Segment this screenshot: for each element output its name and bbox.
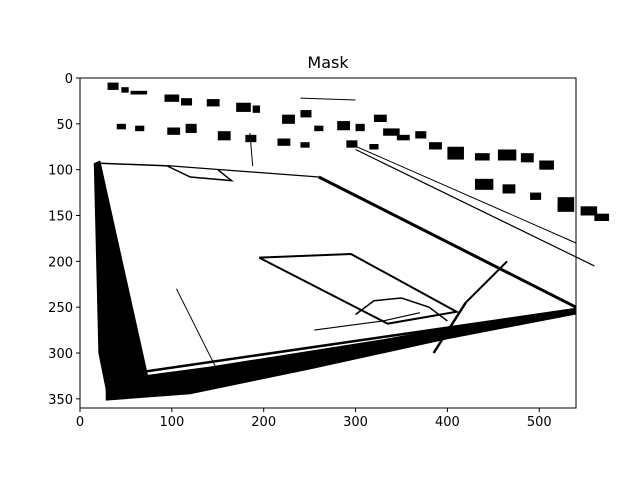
y-tick-label: 50 [56, 118, 73, 133]
mask-block-background [474, 153, 490, 161]
mask-line-court-right [318, 175, 577, 309]
mask-block-background [539, 160, 554, 170]
mask-block-background [355, 123, 365, 132]
x-tick-label: 0 [76, 415, 84, 430]
mask-line-key [258, 252, 460, 325]
chart-title: Mask [307, 53, 349, 72]
axes-frame [79, 77, 577, 409]
mask-block-background [346, 140, 358, 148]
mask-block-background [447, 146, 464, 160]
mask-line-top-box [166, 165, 234, 182]
mask-line-fence [346, 141, 577, 244]
mask-block-background [415, 131, 427, 139]
mask-line-pole [465, 260, 508, 304]
x-tick-label: 300 [343, 415, 368, 430]
mask-block-background [245, 134, 257, 143]
mask-block-background [236, 102, 251, 112]
mask-block-background [474, 178, 494, 190]
y-tick-label: 100 [48, 164, 73, 179]
mask-block-background [206, 99, 220, 107]
mask-block-background [107, 82, 119, 90]
mask-block-background [383, 128, 400, 136]
mask-block-background [594, 213, 610, 221]
mask-block-background [217, 131, 231, 141]
mask-block-background [337, 121, 351, 131]
mask-line-court-left [99, 164, 148, 372]
mask-line-pole [432, 301, 467, 354]
mask-block-background [520, 153, 534, 163]
mask-block-background [497, 149, 517, 161]
mask-block-background [181, 98, 193, 106]
mask-block-background [557, 201, 571, 211]
mask-block-background [185, 123, 197, 133]
x-tick-label: 500 [527, 415, 552, 430]
mask-block-background [121, 87, 129, 93]
mask-block-background [282, 114, 295, 124]
mask-block-background [277, 138, 291, 146]
y-tick-label: 0 [65, 72, 73, 87]
mask-line-court-top [171, 165, 319, 178]
x-tick-label: 200 [251, 415, 276, 430]
mask-block-background [396, 134, 410, 141]
mask-line-court-bottom [145, 307, 577, 373]
mask-block-background [580, 206, 598, 216]
mask-region-bottom-band [105, 309, 577, 401]
x-tick-label: 400 [435, 415, 460, 430]
mask-line-shadow [175, 288, 219, 372]
y-tick-label: 300 [48, 347, 73, 362]
mask-block-background [135, 125, 145, 132]
mask-line-fence [300, 97, 356, 101]
mask-block-background [373, 114, 387, 122]
mask-block-background [252, 105, 261, 113]
mask-block-background [130, 90, 148, 95]
mask-block-background [167, 127, 181, 135]
y-tick-label: 350 [48, 393, 73, 408]
mask-block-background [530, 192, 542, 200]
mask-block-background [300, 142, 310, 148]
x-tick-label: 100 [159, 415, 184, 430]
mask-block-background [164, 94, 180, 102]
mask-block-background [369, 144, 379, 150]
mask-line-arc [355, 297, 448, 322]
mask-block-background [314, 125, 324, 132]
mask-block-background [502, 184, 516, 194]
plot-area [93, 82, 610, 401]
mask-line-arc [314, 312, 420, 331]
y-tick-label: 200 [48, 255, 73, 270]
mask-line-court-top [100, 162, 172, 167]
y-tick-label: 250 [48, 301, 73, 316]
x-axis: 0 100 200 300 400 500 [76, 408, 552, 430]
y-axis: 0 50 100 150 200 250 300 350 [48, 72, 80, 408]
mask-line-fence [355, 148, 595, 267]
mask-block-background [429, 142, 442, 150]
mask-block-background [116, 123, 126, 130]
mask-block-background [300, 110, 312, 118]
y-tick-label: 150 [48, 210, 73, 225]
